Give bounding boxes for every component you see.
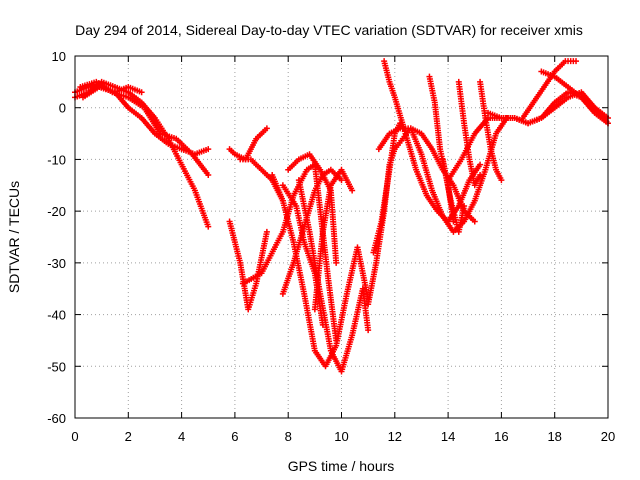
series-track-22 [477, 78, 505, 184]
plus-marker [477, 171, 484, 178]
x-tick-label: 14 [441, 429, 455, 444]
x-axis-label: GPS time / hours [288, 458, 395, 474]
y-tick-label: -50 [47, 359, 66, 374]
chart-title: Day 294 of 2014, Sidereal Day-to-day VTE… [75, 22, 583, 38]
y-tick-label: 10 [52, 49, 66, 64]
y-axis-label: SDTVAR / TECUs [6, 181, 22, 293]
plus-marker [205, 171, 212, 178]
x-tick-label: 10 [334, 429, 348, 444]
x-tick-label: 6 [231, 429, 238, 444]
x-tick-label: 12 [388, 429, 402, 444]
y-tick-label: -10 [47, 152, 66, 167]
y-tick-label: -30 [47, 256, 66, 271]
grid-lines [75, 56, 608, 418]
series-track-18 [375, 115, 510, 235]
series-track-25 [519, 58, 580, 122]
plus-marker [365, 327, 372, 334]
plus-marker [477, 161, 484, 168]
plus-marker [461, 202, 468, 209]
y-tick-label: 0 [59, 101, 66, 116]
data-points [72, 58, 611, 375]
x-tick-label: 0 [71, 429, 78, 444]
x-tick-label: 4 [178, 429, 185, 444]
series-track-12 [295, 177, 372, 375]
series-track-4 [79, 84, 145, 101]
x-tick-label: 16 [494, 429, 508, 444]
plus-marker [573, 58, 580, 65]
y-tick-label: -20 [47, 204, 66, 219]
series-track-21 [455, 78, 484, 189]
x-tick-label: 2 [125, 429, 132, 444]
series-track-26 [538, 68, 611, 127]
plus-marker [205, 146, 212, 153]
series-track-20 [439, 156, 468, 235]
plus-marker [349, 187, 356, 194]
plus-marker [333, 259, 340, 266]
series-track-5 [226, 125, 270, 163]
plus-marker [498, 177, 505, 184]
series-track-14 [311, 166, 356, 313]
plus-marker [263, 125, 270, 132]
x-tick-label: 18 [547, 429, 561, 444]
y-axis-ticks: -60 -50 -40 -30 -20 -10 0 10 [47, 49, 608, 426]
y-tick-label: -40 [47, 308, 66, 323]
series-track-9 [269, 171, 372, 370]
x-axis-ticks: 0 2 4 6 8 10 12 14 16 18 20 [71, 56, 615, 444]
series-track-17 [381, 58, 484, 225]
plus-marker [338, 177, 345, 184]
y-tick-label: -60 [47, 411, 66, 426]
x-tick-label: 8 [285, 429, 292, 444]
plus-marker [263, 228, 270, 235]
plus-marker [205, 223, 212, 230]
plus-marker [471, 218, 478, 225]
series-track-6 [226, 218, 270, 313]
plus-marker [138, 89, 145, 96]
x-tick-label: 20 [601, 429, 615, 444]
